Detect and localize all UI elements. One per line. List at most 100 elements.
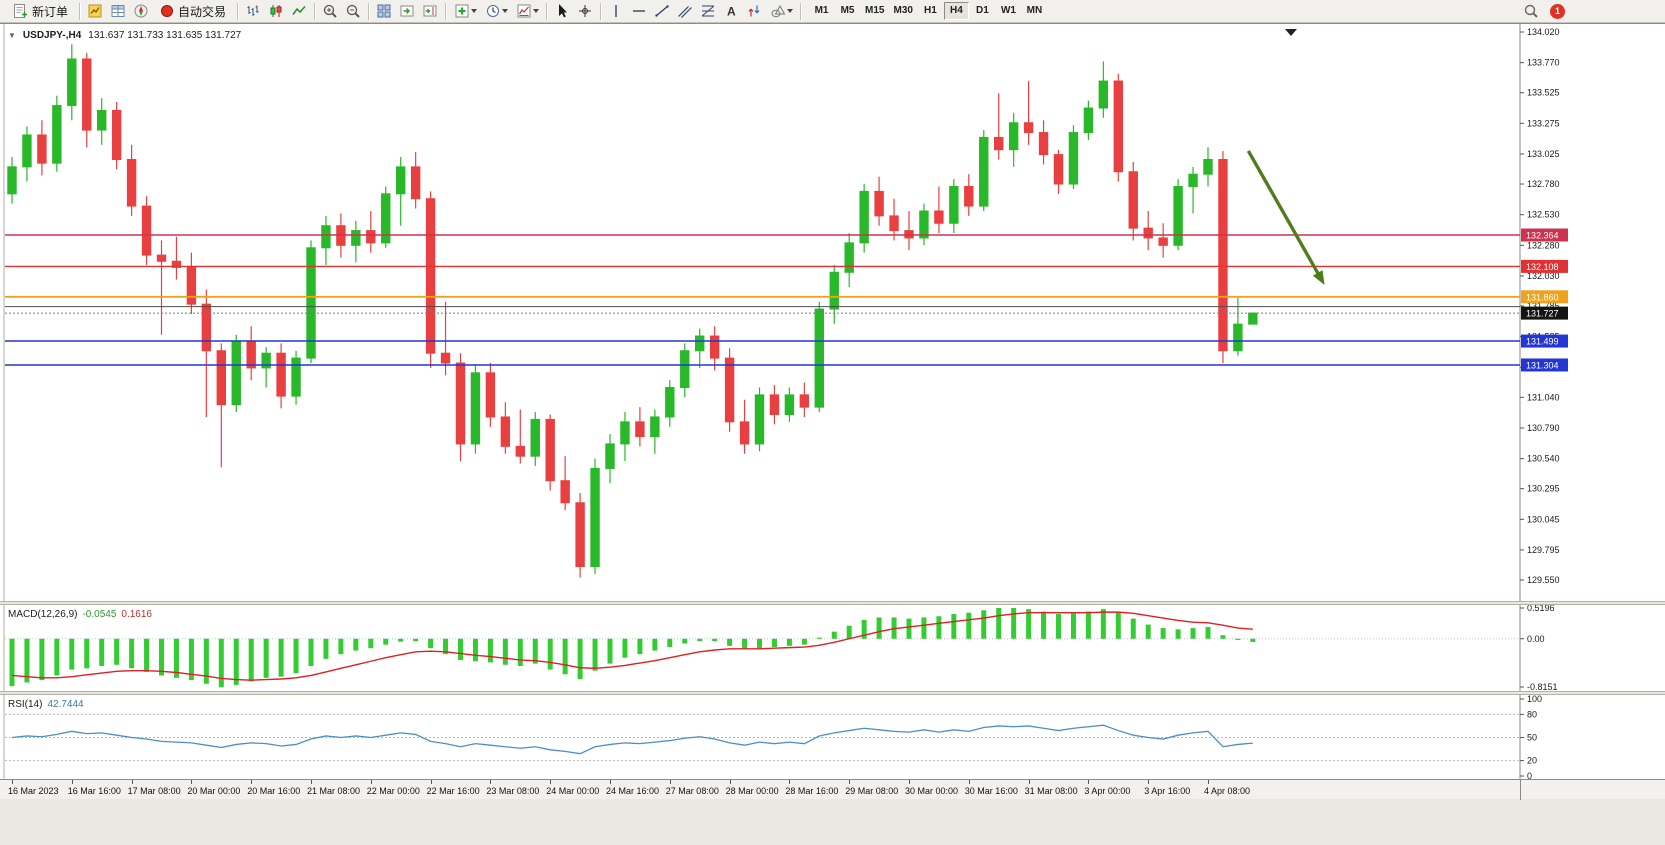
trend-arrow[interactable] <box>1246 150 1322 279</box>
auto-scroll-button[interactable] <box>396 1 418 21</box>
timeframe-button-m15[interactable]: M15 <box>861 2 888 20</box>
bottom-filler <box>0 799 1665 845</box>
chevron-down-icon <box>786 9 793 13</box>
time-tick <box>430 780 432 784</box>
auto-scroll-icon <box>400 5 414 17</box>
equidistant-channel-button[interactable] <box>674 1 696 21</box>
toolbar-separator <box>237 2 239 20</box>
rsi-value: 42.7444 <box>47 699 84 710</box>
notification-badge[interactable]: 1 <box>1550 3 1565 19</box>
one-click-trading-expander[interactable]: ▼ <box>8 31 16 40</box>
timeframe-button-m30[interactable]: M30 <box>889 2 916 20</box>
chart-shift-button[interactable] <box>419 1 441 21</box>
timeframe-button-mn[interactable]: MN <box>1022 2 1047 20</box>
panel-splitter[interactable] <box>0 691 1665 695</box>
svg-text:130.790: 130.790 <box>1527 423 1560 433</box>
candlestick-chart-button[interactable] <box>265 1 287 21</box>
fibonacci-icon <box>701 5 715 17</box>
time-axis[interactable]: 16 Mar 2023 16 Mar 16:00 17 Mar 08:00 20 Ma… <box>0 779 1665 800</box>
time-tick <box>669 780 671 784</box>
time-axis-label: 17 Mar 08:00 <box>127 786 181 796</box>
level-price-tag <box>1521 228 1568 242</box>
chart-region: 134.020 133.770 133.525 133.275 133.025 132.7… <box>0 23 1665 845</box>
indicators-button[interactable] <box>450 1 480 21</box>
timeframe-button-w1[interactable]: W1 <box>996 2 1021 20</box>
timeframe-button-h1[interactable]: H1 <box>918 2 943 20</box>
svg-text:130.045: 130.045 <box>1527 514 1560 524</box>
data-window-button[interactable] <box>107 1 129 21</box>
zoom-out-icon <box>346 4 360 18</box>
svg-text:131.499: 131.499 <box>1526 337 1559 347</box>
zoom-out-button[interactable] <box>342 1 364 21</box>
search-button[interactable] <box>1520 1 1542 21</box>
timeframe-button-h4[interactable]: H4 <box>943 2 969 20</box>
fibonacci-button[interactable] <box>697 1 719 21</box>
price-axis[interactable]: 134.020 133.770 133.525 133.275 133.025 132.7… <box>1520 27 1560 585</box>
time-tick <box>490 780 492 784</box>
macd-signal-line <box>11 611 1253 681</box>
time-axis-label: 3 Apr 00:00 <box>1084 786 1131 796</box>
svg-text:132.030: 132.030 <box>1527 271 1560 281</box>
svg-text:132.280: 132.280 <box>1527 240 1560 250</box>
rsi-panel[interactable]: 100 80 50 20 0 <box>0 695 1665 779</box>
toolbar-right-group: 1 <box>1520 1 1565 21</box>
rsi-line <box>11 724 1253 755</box>
line-chart-button[interactable] <box>288 1 310 21</box>
horizontal-line-icon <box>633 10 646 12</box>
new-order-label: 新订单 <box>32 4 69 19</box>
macd-panel[interactable]: 0.5196 0.00 -0.8151 <box>0 605 1665 691</box>
navigator-button[interactable] <box>130 1 152 21</box>
macd-name: MACD(12,26,9) <box>8 609 78 620</box>
svg-text:100: 100 <box>1527 695 1542 704</box>
time-tick <box>1088 780 1090 784</box>
text-tool-button[interactable]: A <box>720 1 742 21</box>
toolbar-separator <box>600 2 602 20</box>
timeframe-button-m5[interactable]: M5 <box>835 2 860 20</box>
svg-text:80: 80 <box>1527 709 1537 719</box>
new-order-button[interactable]: 新订单 <box>5 1 75 21</box>
svg-text:133.275: 133.275 <box>1527 118 1560 128</box>
chevron-down-icon <box>501 9 508 13</box>
chevron-down-icon <box>470 9 477 13</box>
vertical-line-button[interactable] <box>605 1 627 21</box>
shapes-button[interactable] <box>766 1 796 21</box>
scroll-to-end-marker[interactable] <box>1285 29 1297 36</box>
line-chart-icon <box>292 5 306 15</box>
panel-splitter[interactable] <box>0 601 1665 605</box>
time-tick <box>251 780 253 784</box>
rsi-axis[interactable]: 100 80 50 20 0 <box>1520 695 1542 779</box>
svg-text:132.364: 132.364 <box>1526 231 1559 241</box>
horizontal-line-button[interactable] <box>628 1 650 21</box>
market-watch-button[interactable] <box>84 1 106 21</box>
time-axis-label: 28 Mar 16:00 <box>785 786 839 796</box>
trend-arrow-head <box>1312 270 1325 286</box>
macd-value: -0.0545 <box>82 609 117 620</box>
tile-windows-button[interactable] <box>373 1 395 21</box>
price-chart-canvas[interactable]: 134.020 133.770 133.525 133.275 133.025 132.7… <box>0 24 1665 601</box>
svg-text:50: 50 <box>1527 733 1537 743</box>
svg-text:A: A <box>727 5 736 19</box>
cursor-button[interactable] <box>551 1 573 21</box>
crosshair-button[interactable] <box>574 1 596 21</box>
bar-chart-button[interactable] <box>242 1 264 21</box>
periods-button[interactable] <box>481 1 511 21</box>
svg-text:0.5196: 0.5196 <box>1527 605 1555 613</box>
auto-trading-button[interactable]: 自动交易 <box>153 1 233 21</box>
time-tick <box>71 780 73 784</box>
time-axis-label: 16 Mar 16:00 <box>67 786 121 796</box>
timeframe-button-m1[interactable]: M1 <box>809 2 834 20</box>
timeframe-group: M1 M5 M15 M30 H1 H4 D1 W1 MN <box>809 2 1047 20</box>
macd-axis[interactable]: 0.5196 0.00 -0.8151 <box>1520 605 1558 691</box>
svg-text:-0.8151: -0.8151 <box>1527 682 1558 691</box>
time-tick <box>1148 780 1150 784</box>
templates-button[interactable] <box>512 1 542 21</box>
zoom-in-button[interactable] <box>319 1 341 21</box>
trendline-button[interactable] <box>651 1 673 21</box>
time-tick <box>370 780 372 784</box>
timeframe-button-d1[interactable]: D1 <box>970 2 995 20</box>
time-axis-label: 24 Mar 16:00 <box>606 786 660 796</box>
svg-text:132.108: 132.108 <box>1526 262 1559 272</box>
new-order-icon <box>14 4 27 18</box>
navigator-icon <box>134 4 148 18</box>
arrows-tool-button[interactable] <box>743 1 765 21</box>
